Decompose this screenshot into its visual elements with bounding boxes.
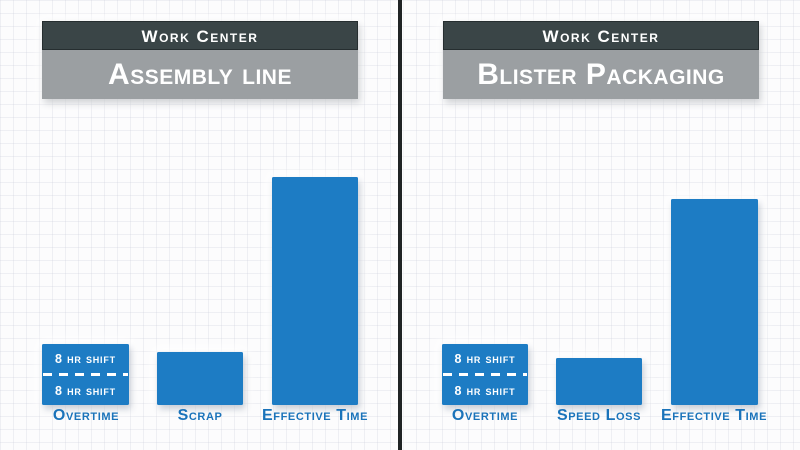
work-center-header: Work Center Assembly line [42,21,358,99]
work-center-header: Work Center Blister Packaging [443,21,759,99]
overtime-label: Overtime [451,407,519,424]
effective-time-label: Effective Time [660,407,768,424]
work-center-title: Assembly line [42,50,358,99]
speed-loss-label: Speed Loss [556,407,642,424]
effective-time-bar [671,199,758,405]
shift-upper-label: 8 hr shift [454,351,516,366]
panel-assembly-line: Work Center Assembly line 8 hr shift 8 h… [42,21,369,424]
overtime-bar: 8 hr shift 8 hr shift [42,344,129,405]
shift-divider-dashed-line [43,373,128,376]
panel-blister-packaging: Work Center Blister Packaging 8 hr shift… [400,0,800,450]
shift-upper-label: 8 hr shift [55,351,116,366]
effective-time-bar [272,177,358,405]
work-center-kicker: Work Center [42,21,358,50]
scrap-label: Scrap [177,407,223,424]
shift-lower-label: 8 hr shift [55,383,116,398]
overtime-label: Overtime [52,407,120,424]
effective-time-label: Effective Time [261,407,369,424]
speed-loss-bar [556,358,642,405]
scrap-bar [157,352,243,405]
work-center-kicker: Work Center [443,21,759,50]
panel-divider [398,0,402,450]
work-center-title: Blister Packaging [443,50,759,99]
shift-lower-label: 8 hr shift [454,383,516,398]
shift-divider-dashed-line [443,373,527,376]
overtime-bar: 8 hr shift 8 hr shift [442,344,528,405]
